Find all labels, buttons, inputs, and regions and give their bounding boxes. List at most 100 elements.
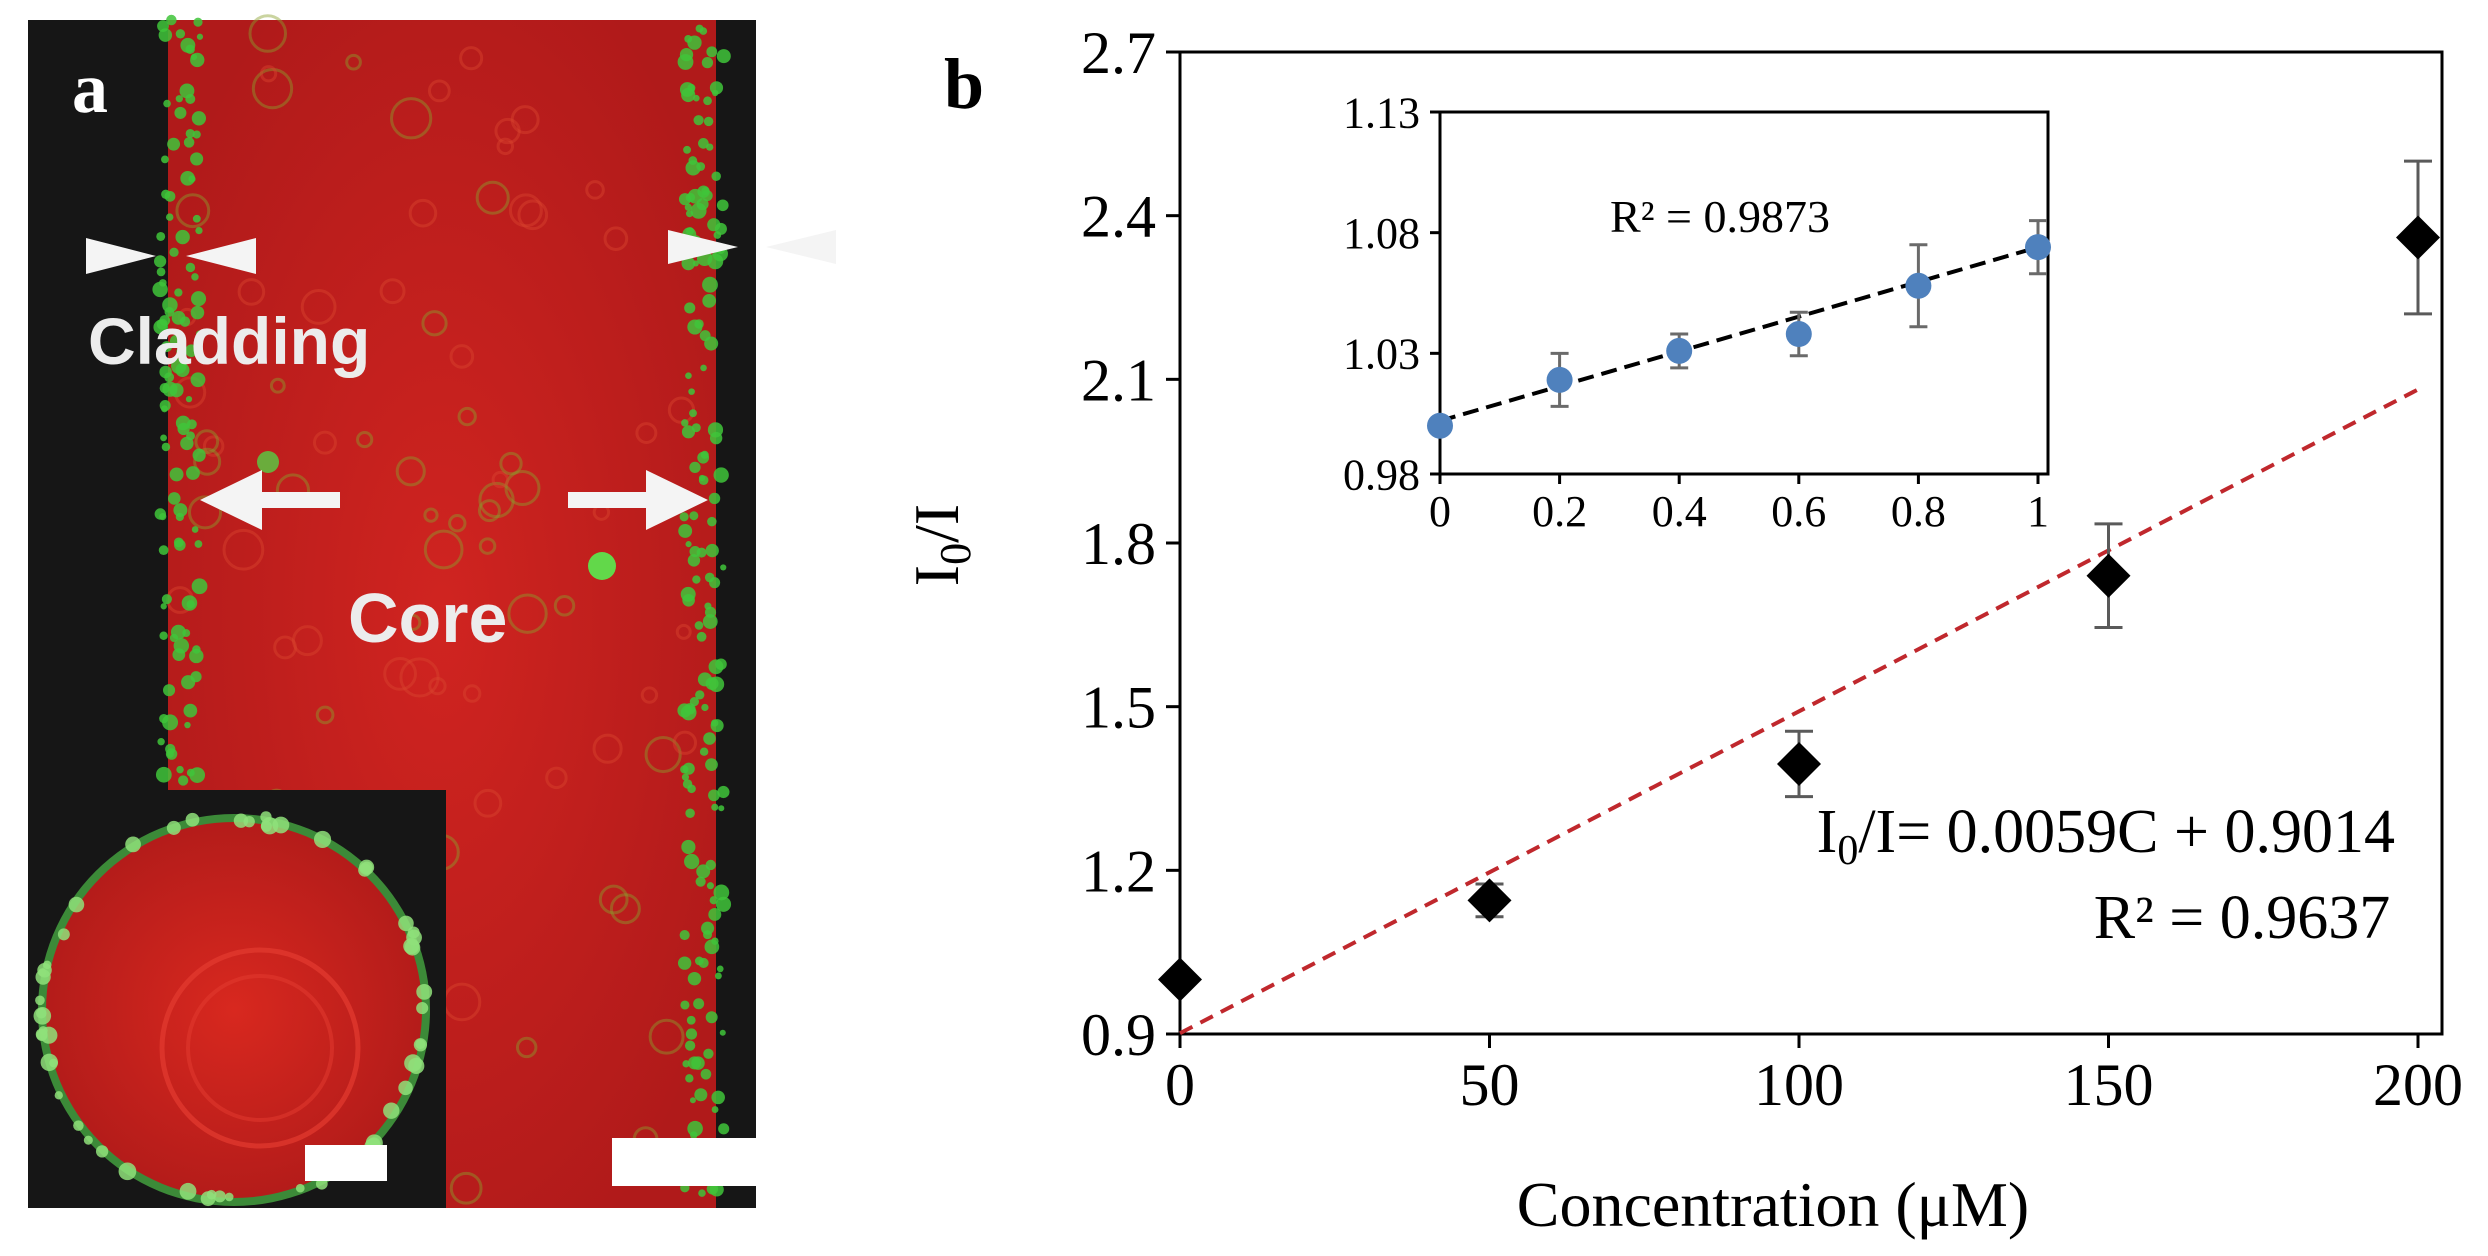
core-speck xyxy=(248,14,288,53)
cladding-dot xyxy=(156,232,166,241)
cladding-dot xyxy=(195,226,203,235)
cladding-dot xyxy=(688,388,695,395)
cladding-dot xyxy=(704,572,715,583)
cross-section-dot xyxy=(359,859,375,875)
x-tick-label: 200 xyxy=(2373,1052,2463,1118)
core-speck xyxy=(609,893,641,925)
cladding-dot xyxy=(192,448,206,462)
cladding-dot xyxy=(171,358,187,374)
scale-bar-icon xyxy=(305,1145,387,1181)
core-speck xyxy=(404,613,422,632)
cladding-dot xyxy=(695,690,705,700)
core-speck xyxy=(449,1171,483,1205)
cladding-dot xyxy=(183,137,195,148)
cladding-dot xyxy=(703,96,712,106)
y-tick-label: 0.98 xyxy=(1343,450,1420,499)
cross-section-core xyxy=(46,822,422,1198)
data-point-circle xyxy=(1905,272,1932,299)
arrowhead-left-inner-icon xyxy=(186,238,256,274)
cladding-dot xyxy=(709,896,718,905)
cladding-dot xyxy=(681,773,690,781)
cladding-dot xyxy=(715,658,727,670)
cladding-dot xyxy=(720,564,727,571)
cladding-dot xyxy=(680,704,697,721)
cladding-dot xyxy=(678,193,692,206)
core-speck xyxy=(504,469,541,506)
y-axis-label: I0/I xyxy=(901,504,980,586)
cladding-dot xyxy=(691,423,701,433)
cladding-dot xyxy=(703,1048,714,1059)
core-speck xyxy=(187,495,223,530)
core-speck xyxy=(473,788,503,818)
cladding-dot xyxy=(692,575,701,584)
cladding-dot xyxy=(708,907,722,921)
core-speck xyxy=(237,278,266,306)
cross-section-inner-ring xyxy=(159,947,361,1149)
core-speck xyxy=(462,684,482,703)
data-point-diamond xyxy=(2396,215,2440,260)
cladding-dot xyxy=(164,190,176,202)
cross-section-dot xyxy=(38,1026,48,1036)
core-speck xyxy=(477,499,501,523)
arrow-left-head-icon xyxy=(200,470,262,530)
cladding-dot xyxy=(175,29,186,39)
cladding-dot xyxy=(169,633,179,643)
cladding-dot xyxy=(706,46,718,58)
cladding-dot xyxy=(680,765,689,774)
cladding-dot xyxy=(702,276,718,293)
cladding-dot xyxy=(698,957,709,969)
cladding-dot xyxy=(179,83,195,99)
y-tick-label: 1.5 xyxy=(1081,675,1156,741)
core-speck xyxy=(491,470,510,489)
fit-equation-main: I xyxy=(1817,798,1838,866)
cladding-dot xyxy=(178,775,189,786)
cladding-dot xyxy=(697,185,710,198)
core-speck xyxy=(300,289,337,325)
core-speck xyxy=(598,884,629,915)
cladding-dot xyxy=(706,1183,719,1195)
cladding-dot xyxy=(185,262,196,273)
y-tick-label: 2.4 xyxy=(1081,184,1156,250)
cladding-dot xyxy=(706,143,714,151)
cladding-dot xyxy=(184,721,191,729)
cladding-dot xyxy=(185,128,195,139)
cladding-dot xyxy=(163,684,176,697)
cladding-dot xyxy=(175,415,191,431)
core-speck xyxy=(421,310,448,337)
cladding-dot xyxy=(161,442,171,452)
cladding-dot xyxy=(155,766,172,783)
cladding-dot xyxy=(167,492,181,505)
data-point-diamond xyxy=(2086,553,2131,598)
cladding-dot xyxy=(685,541,692,548)
arrowhead-right-outer-icon xyxy=(668,230,738,264)
cross-section-dot xyxy=(295,1183,305,1193)
cladding-dot xyxy=(176,765,184,774)
cladding-dot xyxy=(705,758,718,771)
cladding-dot xyxy=(694,621,704,630)
cladding-dot xyxy=(706,882,714,890)
arrow-left-shaft xyxy=(258,492,340,508)
cladding-dot xyxy=(716,49,731,64)
fit-line xyxy=(1439,245,2039,423)
cladding-dot xyxy=(704,939,720,955)
data-point-circle xyxy=(1427,412,1453,439)
cladding-dot xyxy=(159,365,172,379)
core-speck xyxy=(494,117,521,145)
cladding-dot xyxy=(682,779,693,789)
cladding-dot xyxy=(190,671,202,683)
cladding-dot xyxy=(181,595,198,611)
cladding-dot xyxy=(166,14,177,26)
cladding-dot xyxy=(700,364,707,372)
cladding-dot xyxy=(158,545,169,556)
cross-section-dot xyxy=(166,820,181,835)
cladding-dot xyxy=(685,372,692,380)
cladding-dot xyxy=(180,171,195,186)
cross-section-dot xyxy=(36,1007,47,1019)
core-speck xyxy=(515,1036,538,1059)
cladding-dot xyxy=(169,247,179,257)
cladding-dot xyxy=(711,1106,719,1113)
cladding-dot xyxy=(157,20,169,32)
core-speck xyxy=(508,193,543,228)
cladding-dot xyxy=(681,839,696,855)
cladding-dot xyxy=(687,1056,702,1070)
